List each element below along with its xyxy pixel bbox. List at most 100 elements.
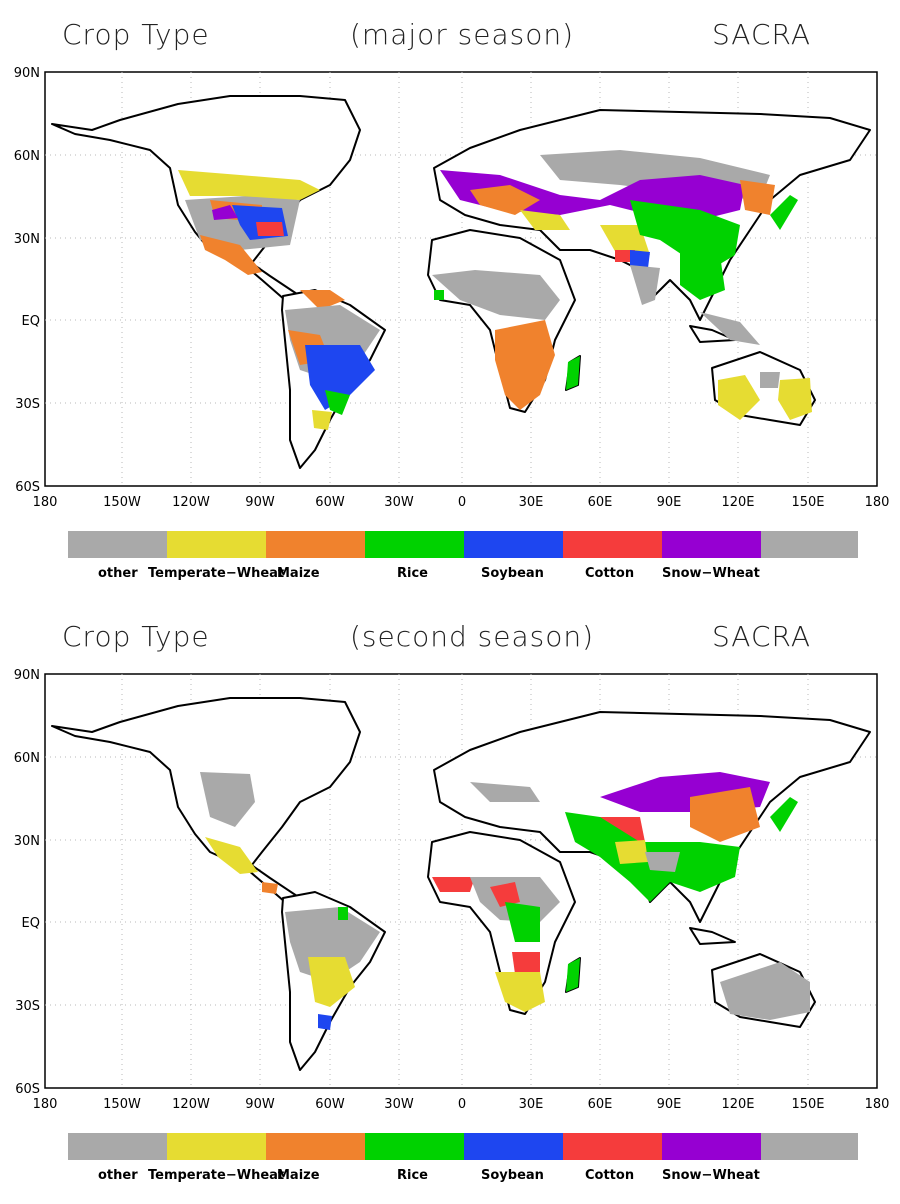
crop-map-major: 90N 60N 30N EQ 30S 60S 180 150W 120W 90W… xyxy=(14,66,890,581)
region-soybean-south-america xyxy=(305,345,375,410)
region-soybean-argentina xyxy=(318,1014,332,1030)
lat-label: 30N xyxy=(14,232,40,247)
lon-label: 90W xyxy=(245,1097,275,1112)
region-temperate-wheat-mexico xyxy=(205,837,258,874)
region-rice-amazon xyxy=(338,907,348,920)
lon-label: 0 xyxy=(458,1097,466,1112)
lat-label: 30S xyxy=(15,397,40,412)
region-temperate-wheat-southern-africa xyxy=(495,972,545,1012)
latitude-labels: 90N 60N 30N EQ 30S 60S xyxy=(14,66,40,495)
lon-label: 120E xyxy=(721,1097,754,1112)
lat-label: 60S xyxy=(15,1082,40,1097)
lon-label: 180 xyxy=(33,1097,58,1112)
lon-label: 150W xyxy=(103,495,141,510)
legend-label-snow-wheat: Snow−Wheat xyxy=(662,566,760,581)
panel-title-right: SACRA xyxy=(712,18,811,51)
legend-swatch-maize xyxy=(266,531,365,558)
lon-label: 120W xyxy=(172,495,210,510)
latitude-labels: 90N 60N 30N EQ 30S 60S xyxy=(14,668,40,1097)
legend-swatch-temperate-wheat xyxy=(167,531,266,558)
legend-label-rice: Rice xyxy=(397,566,428,581)
region-maize-central-america xyxy=(300,290,345,310)
lat-label: 60S xyxy=(15,480,40,495)
legend-swatch-soybean xyxy=(464,531,563,558)
legend-swatch-other xyxy=(68,531,167,558)
legend-swatch-other-end xyxy=(761,1133,858,1160)
panel-second-season: Crop Type (second season) SACRA xyxy=(0,602,900,1204)
region-temperate-wheat-north-america xyxy=(178,170,320,200)
region-maize-central-america xyxy=(262,882,278,894)
region-temperate-wheat-argentina xyxy=(312,410,332,430)
lat-label: 60N xyxy=(14,149,40,164)
lon-label: 30E xyxy=(519,1097,544,1112)
panel-title-center: (second season) xyxy=(350,620,595,653)
legend-swatch-cotton xyxy=(563,1133,662,1160)
region-other-europe xyxy=(470,782,540,802)
lon-label: 180 xyxy=(33,495,58,510)
panel-title-center: (major season) xyxy=(350,18,575,51)
region-maize-northeast-china xyxy=(740,180,775,215)
panel-title-left: Crop Type xyxy=(62,620,210,653)
legend-swatch-other xyxy=(68,1133,167,1160)
region-rice-madagascar xyxy=(566,958,580,992)
panel-title-left: Crop Type xyxy=(62,18,210,51)
region-other-indonesia xyxy=(700,312,760,345)
legend-swatch-other-end xyxy=(761,531,858,558)
lon-label: 30W xyxy=(384,495,414,510)
legend-label-maize: Maize xyxy=(277,1168,320,1183)
lon-label: 120E xyxy=(721,495,754,510)
legend-label-other: other xyxy=(98,566,138,581)
legend-label-temperate-wheat: Temperate−Wheat xyxy=(148,1168,284,1183)
lon-label: 90E xyxy=(657,1097,682,1112)
legend-label-soybean: Soybean xyxy=(481,566,544,581)
region-other-india xyxy=(645,852,680,872)
region-rice-south-america xyxy=(325,390,350,415)
legend-swatch-temperate-wheat xyxy=(167,1133,266,1160)
lat-label: 30N xyxy=(14,834,40,849)
legend-label-maize: Maize xyxy=(277,566,320,581)
region-rice-west-africa xyxy=(434,290,444,300)
lat-label: 60N xyxy=(14,751,40,766)
region-maize-southern-africa xyxy=(495,320,555,410)
legend-swatch-rice xyxy=(365,531,464,558)
region-other-australia xyxy=(720,962,810,1020)
region-other-australia xyxy=(760,372,780,388)
lon-label: 60E xyxy=(588,495,613,510)
legend-labels: other Temperate−Wheat Maize Rice Soybean… xyxy=(98,566,760,581)
region-other-india xyxy=(630,265,660,305)
lon-label: 150W xyxy=(103,1097,141,1112)
region-other-south-america xyxy=(285,907,380,982)
region-maize-europe xyxy=(470,185,540,215)
region-cotton-north-america xyxy=(256,222,284,236)
legend-label-soybean: Soybean xyxy=(481,1168,544,1183)
region-rice-central-africa xyxy=(505,902,540,942)
lon-label: 30W xyxy=(384,1097,414,1112)
region-cotton-southern-africa xyxy=(512,952,540,974)
region-temperate-wheat-south-asia xyxy=(615,840,648,864)
panel-title-right: SACRA xyxy=(712,620,811,653)
legend-colorbar xyxy=(68,1133,858,1160)
legend-swatch-rice xyxy=(365,1133,464,1160)
region-rice-madagascar xyxy=(566,356,580,390)
lat-label: 90N xyxy=(14,66,40,81)
lon-label: 90W xyxy=(245,495,275,510)
legend-swatch-cotton xyxy=(563,531,662,558)
lat-label: 90N xyxy=(14,668,40,683)
region-maize-china xyxy=(690,787,760,842)
region-rice-japan xyxy=(770,797,798,832)
region-temperate-wheat-southeast-australia xyxy=(778,378,812,420)
lon-label: 0 xyxy=(458,495,466,510)
lat-label: 30S xyxy=(15,999,40,1014)
crop-map-second: 90N 60N 30N EQ 30S 60S 180 150W 120W 90W… xyxy=(14,668,890,1183)
panel-major-season: Crop Type (major season) SACRA xyxy=(14,18,890,581)
legend-label-snow-wheat: Snow−Wheat xyxy=(662,1168,760,1183)
crop-regions xyxy=(200,772,810,1030)
legend-label-temperate-wheat: Temperate−Wheat xyxy=(148,566,284,581)
lat-label: EQ xyxy=(22,314,40,329)
longitude-labels: 180 150W 120W 90W 60W 30W 0 30E 60E 90E … xyxy=(33,1097,890,1112)
region-snow-wheat-north-america xyxy=(212,205,238,220)
region-temperate-wheat-south-america xyxy=(308,957,355,1007)
legend-swatch-snow-wheat xyxy=(662,531,761,558)
legend-swatch-maize xyxy=(266,1133,365,1160)
lon-label: 30E xyxy=(519,495,544,510)
